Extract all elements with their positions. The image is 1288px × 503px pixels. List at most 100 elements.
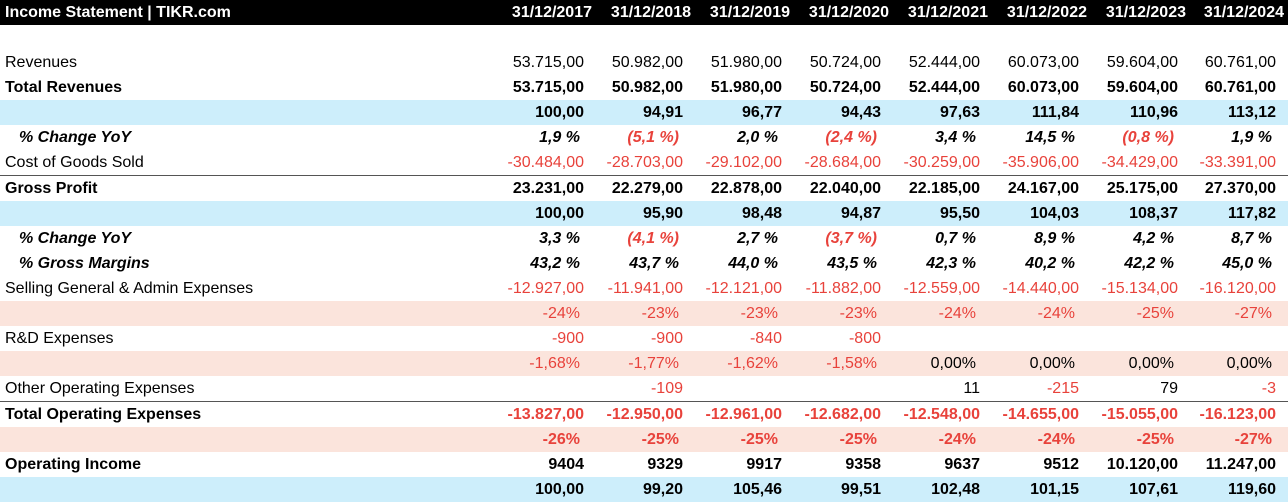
row-label: Revenues [5,54,78,71]
cell-value: 95,90 [596,201,695,226]
cell-value: -27% [1190,427,1288,452]
cell-value: 50.724,00 [809,54,881,71]
row-label [0,351,497,376]
cell-value: -30.259,00 [903,154,980,171]
year-header: 31/12/2022 [992,0,1091,25]
cell-value: -1,77% [596,351,695,376]
cell-value: -15.134,00 [1101,280,1178,297]
table-row-operating-income: Operating Income 9404 9329 9917 9358 9637 9512… [0,452,1288,477]
year-header: 31/12/2019 [695,0,794,25]
cell-value: 119,60 [1190,477,1288,502]
cell-value: 95,50 [893,201,992,226]
cell-value: -14.655,00 [992,401,1091,427]
cell-value [497,25,596,50]
cell-value: -23% [794,301,893,326]
cell-value: 9637 [944,456,980,473]
cell-value: 0,00% [992,351,1091,376]
cell-value [695,376,794,402]
table-row: 100,00 94,91 96,77 94,43 97,63 111,84 110,96 11… [0,100,1288,125]
cell-value [893,25,992,50]
cell-value: -24% [893,301,992,326]
cell-value: 9329 [647,456,683,473]
table-row-change-yoy: % Change YoY 1,9 % (5,1 %) 2,0 % (2,4 %) 3,4 … [0,125,1288,150]
cell-value [893,326,992,351]
cell-value: 27.370,00 [1190,175,1288,201]
table-row: 100,00 99,20 105,46 99,51 102,48 101,15 107,61… [0,477,1288,502]
cell-value: 43,7 % [629,255,679,272]
row-label: % Change YoY [19,129,132,146]
cell-value: -12.548,00 [893,401,992,427]
year-header: 31/12/2023 [1091,0,1190,25]
cell-value: 3,3 % [539,230,580,247]
year-header: 31/12/2021 [893,0,992,25]
cell-value: (0,8 %) [1122,129,1174,146]
cell-value: 4,2 % [1133,230,1174,247]
cell-value: 22.279,00 [596,175,695,201]
table-row: -1,68% -1,77% -1,62% -1,58% 0,00% 0,00% 0,00% 0… [0,351,1288,376]
cell-value: -30.484,00 [507,154,584,171]
cell-value: 113,12 [1190,100,1288,125]
cell-value: 79 [1160,380,1178,397]
cell-value: -3 [1261,380,1276,397]
table-row-other-operating-expenses: Other Operating Expenses -109 11 -215 79 -3 [0,376,1288,402]
cell-value: 2,7 % [737,230,778,247]
cell-value [1091,326,1190,351]
cell-value: -25% [1091,301,1190,326]
row-label: Cost of Goods Sold [5,154,144,171]
row-label: Selling General & Admin Expenses [5,280,254,297]
cell-value: 1,9 % [539,129,580,146]
year-header: 31/12/2018 [596,0,695,25]
cell-value: -13.827,00 [497,401,596,427]
cell-value: 22.185,00 [893,175,992,201]
cell-value: -800 [848,330,881,347]
cell-value: 107,61 [1091,477,1190,502]
cell-value: -12.927,00 [507,280,584,297]
cell-value: 94,87 [794,201,893,226]
cell-value: 0,7 % [935,230,976,247]
cell-value: 23.231,00 [497,175,596,201]
cell-value: 94,43 [794,100,893,125]
cell-value: -11.941,00 [607,280,683,297]
row-label: Gross Profit [0,175,497,201]
cell-value: 9404 [548,456,584,473]
cell-value: -28.703,00 [606,154,683,171]
table-row: -24% -23% -23% -23% -24% -24% -25% -27% [0,301,1288,326]
row-label [0,427,497,452]
table-row-selling-general-admin-expenses: Selling General & Admin Expenses -12.927,… [0,276,1288,301]
table-row [0,25,1288,50]
cell-value: 110,96 [1091,100,1190,125]
table-row-gross-profit: Gross Profit 23.231,00 22.279,00 22.878,00 2… [0,175,1288,201]
year-header: 31/12/2020 [794,0,893,25]
cell-value: -34.429,00 [1101,154,1178,171]
row-label: R&D Expenses [5,330,114,347]
cell-value: 99,51 [794,477,893,502]
cell-value: -23% [596,301,695,326]
cell-value [992,326,1091,351]
cell-value: 53.715,00 [512,79,584,96]
row-label [0,301,497,326]
cell-value: -25% [794,427,893,452]
cell-value: 9358 [845,456,881,473]
cell-value: -25% [596,427,695,452]
cell-value [992,25,1091,50]
row-label: % Change YoY [19,230,132,247]
cell-value [794,25,893,50]
cell-value [1190,25,1288,50]
cell-value: 10.120,00 [1106,456,1178,473]
cell-value: 100,00 [497,201,596,226]
cell-value: 43,5 % [827,255,877,272]
cell-value: -16.120,00 [1199,280,1276,297]
cell-value: 43,2 % [530,255,580,272]
row-label: Operating Income [5,456,142,473]
cell-value: -12.961,00 [695,401,794,427]
cell-value: 42,3 % [926,255,976,272]
cell-value: -1,58% [794,351,893,376]
cell-value: 50.724,00 [809,79,881,96]
row-label [0,25,497,50]
cell-value: 94,91 [596,100,695,125]
cell-value: (5,1 %) [627,129,679,146]
cell-value: -16.123,00 [1190,401,1288,427]
cell-value [794,376,893,402]
table-row-gross-margins: % Gross Margins 43,2 % 43,7 % 44,0 % 43,5 % 4… [0,251,1288,276]
